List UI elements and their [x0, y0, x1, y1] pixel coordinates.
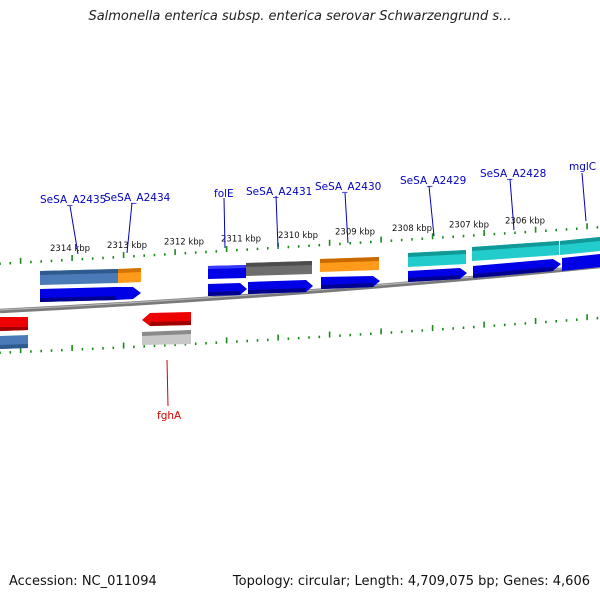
forward-features — [40, 237, 600, 302]
cds-SeSA_A2434 — [116, 287, 141, 300]
gene-label-SeSA_A2428: SeSA_A2428 — [480, 168, 546, 180]
tick-label: 2311 kbp — [221, 234, 261, 244]
gene-label-mglC: mglC — [569, 161, 596, 173]
gene-label-SeSA_A2434: SeSA_A2434 — [104, 192, 171, 204]
topology-text: Topology: circular; Length: 4,709,075 bp… — [232, 574, 590, 589]
tick-labels: 2314 kbp 2313 kbp 2312 kbp 2311 kbp 2310 kbp… — [50, 217, 545, 255]
tick-label: 2312 kbp — [164, 238, 204, 248]
tick-label: 2307 kbp — [449, 220, 489, 230]
gene-label-SeSA_A2435: SeSA_A2435 — [40, 194, 106, 206]
map-title: Salmonella enterica subsp. enterica sero… — [88, 9, 512, 24]
tick-row-inner — [0, 314, 599, 354]
tick-label: 2309 kbp — [335, 227, 375, 237]
tick-row-outer — [0, 223, 599, 265]
gene-label-SeSA_A2429: SeSA_A2429 — [400, 175, 466, 187]
gene-label-folE: folE — [214, 188, 234, 200]
gene-label-SeSA_A2430: SeSA_A2430 — [315, 181, 381, 193]
tick-label: 2313 kbp — [107, 241, 147, 251]
gene-label-SeSA_A2431: SeSA_A2431 — [246, 186, 312, 198]
tick-label: 2308 kbp — [392, 224, 432, 234]
cds-mglC — [562, 254, 600, 271]
label-leaders — [69, 172, 587, 407]
tick-label: 2314 kbp — [50, 244, 90, 254]
accession-text: Accession: NC_011094 — [9, 574, 157, 589]
tick-label: 2306 kbp — [505, 217, 545, 227]
tick-label: 2310 kbp — [278, 231, 318, 241]
gene-label-fghA: fghA — [157, 410, 182, 422]
reverse-features — [0, 312, 191, 349]
